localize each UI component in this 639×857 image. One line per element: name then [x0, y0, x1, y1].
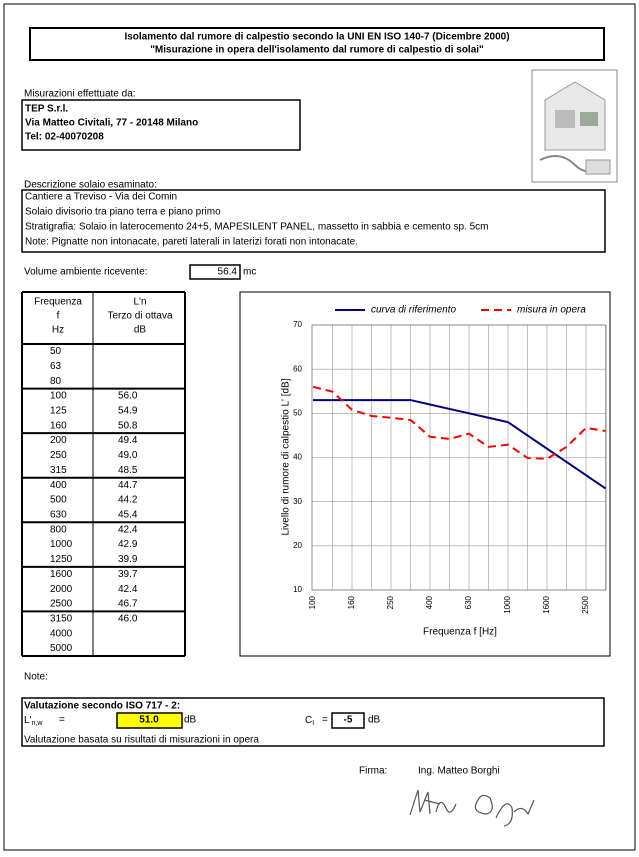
y-tick-label: 10	[293, 585, 302, 594]
level-cell: 56.0	[118, 391, 138, 402]
level-cell: 50.8	[118, 420, 138, 431]
description-line: Solaio divisorio tra piano terra e piano…	[25, 207, 221, 218]
level-cell: 44.7	[118, 480, 138, 491]
table-header: Terzo di ottava	[107, 311, 172, 322]
y-tick-label: 50	[293, 408, 302, 417]
x-tick-label: 160	[347, 595, 356, 609]
symbol: CI	[305, 715, 314, 727]
level-cell: 44.2	[118, 495, 138, 506]
frequency-cell: 125	[50, 405, 67, 416]
level-cell: 46.7	[118, 599, 138, 610]
level-cell: 39.9	[118, 554, 138, 565]
equals: =	[322, 715, 328, 726]
x-tick-label: 250	[386, 595, 395, 609]
frequency-cell: 4000	[50, 628, 73, 639]
evaluation-title: Valutazione secondo ISO 717 - 2:	[24, 701, 180, 712]
table-header: dB	[134, 325, 147, 336]
frequency-cell: 200	[50, 435, 67, 446]
x-tick-label: 1000	[503, 595, 512, 613]
company-label: Misurazioni effettuate da:	[24, 89, 136, 100]
symbol-subscript: n,w	[31, 720, 43, 727]
frequency-cell: 50	[50, 346, 62, 357]
company-line: TEP S.r.l.	[25, 104, 68, 115]
signature-name: Ing. Matteo Borghi	[418, 766, 500, 777]
level-cell: 48.5	[118, 465, 138, 476]
level-cell: 42.4	[118, 524, 138, 535]
y-tick-label: 30	[293, 497, 302, 506]
volume-value: 56.4	[218, 267, 238, 278]
company-line: Tel: 02-40070208	[25, 132, 104, 143]
table-header: f	[57, 311, 60, 322]
page: Isolamento dal rumore di calpestio {"hea…	[0, 0, 639, 852]
table-header: L'n	[133, 297, 146, 308]
symbol-base: C	[305, 715, 312, 726]
lnw-value: 51.0	[139, 715, 159, 726]
frequency-cell: 800	[50, 524, 67, 535]
legend-label: curva di riferimento	[371, 305, 456, 316]
company-line: Via Matteo Civitali, 77 - 20148 Milano	[25, 118, 198, 129]
frequency-cell: 5000	[50, 643, 73, 654]
description-label: Descrizione solaio esaminato:	[24, 180, 157, 191]
x-tick-label: 100	[308, 595, 317, 609]
level-cell: 46.0	[118, 613, 138, 624]
y-tick-label: 40	[293, 453, 302, 462]
frequency-cell: 100	[50, 391, 67, 402]
volume-label: Volume ambiente ricevente:	[24, 267, 147, 278]
volume-unit: mc	[243, 267, 256, 278]
frequency-cell: 1600	[50, 569, 73, 580]
series-line	[313, 387, 606, 459]
symbol-base: L'	[24, 715, 32, 726]
level-cell: 42.9	[118, 539, 138, 550]
frequency-cell: 160	[50, 420, 67, 431]
level-cell: 39.7	[118, 569, 138, 580]
level-cell: 49.4	[118, 435, 138, 446]
signature-scribble	[410, 790, 534, 826]
ci-unit: dB	[368, 715, 381, 726]
y-tick-label: 70	[293, 320, 302, 329]
symbol: L'n,w	[24, 715, 43, 727]
level-cell: 49.0	[118, 450, 138, 461]
frequency-cell: 1000	[50, 539, 73, 550]
frequency-cell: 1250	[50, 554, 73, 565]
level-cell: 54.9	[118, 405, 138, 416]
frequency-cell: 63	[50, 361, 62, 372]
lnw-unit: dB	[184, 715, 197, 726]
evaluation-note: Valutazione basata su risultati di misur…	[24, 735, 259, 746]
description-line: Stratigrafia: Solaio in laterocemento 24…	[25, 222, 488, 233]
title-line: "Misurazione in opera dell'isolamento da…	[150, 45, 484, 56]
document: Isolamento dal rumore di calpestio secon…	[0, 0, 639, 852]
level-cell: 42.4	[118, 584, 138, 595]
legend-label: misura in opera	[517, 305, 586, 316]
title-line: Isolamento dal rumore di calpestio secon…	[124, 32, 509, 43]
y-tick-label: 60	[293, 364, 302, 373]
signature-label: Firma:	[359, 766, 387, 777]
x-axis-label: Frequenza f [Hz]	[423, 627, 497, 638]
notes-label: Note:	[24, 672, 48, 683]
frequency-cell: 3150	[50, 613, 73, 624]
frequency-cell: 2000	[50, 584, 73, 595]
frequency-cell: 630	[50, 509, 67, 520]
table-header: Frequenza	[34, 297, 82, 308]
x-tick-label: 1600	[542, 595, 551, 613]
symbol-subscript: I	[312, 720, 314, 727]
ci-value: -5	[344, 715, 353, 726]
level-cell: 45.4	[118, 509, 138, 520]
frequency-cell: 400	[50, 480, 67, 491]
frequency-cell: 315	[50, 465, 67, 476]
description-line: Cantiere a Treviso - Via dei Comin	[25, 192, 177, 203]
table-header: Hz	[52, 325, 64, 336]
logo	[532, 70, 617, 182]
frequency-cell: 250	[50, 450, 67, 461]
frequency-cell: 500	[50, 495, 67, 506]
frequency-cell: 80	[50, 376, 62, 387]
x-tick-label: 400	[425, 595, 434, 609]
body: Isolamento dal rumore di calpestio secon…	[0, 0, 639, 852]
x-tick-label: 630	[464, 595, 473, 609]
x-tick-label: 2500	[581, 595, 590, 613]
description-line: Note: Pignatte non intonacate, pareti la…	[25, 237, 358, 248]
y-tick-label: 20	[293, 541, 302, 550]
y-axis-label: Livello di rumore di calpestio L' [dB]	[281, 378, 292, 535]
equals: =	[59, 715, 65, 726]
frequency-cell: 2500	[50, 599, 73, 610]
